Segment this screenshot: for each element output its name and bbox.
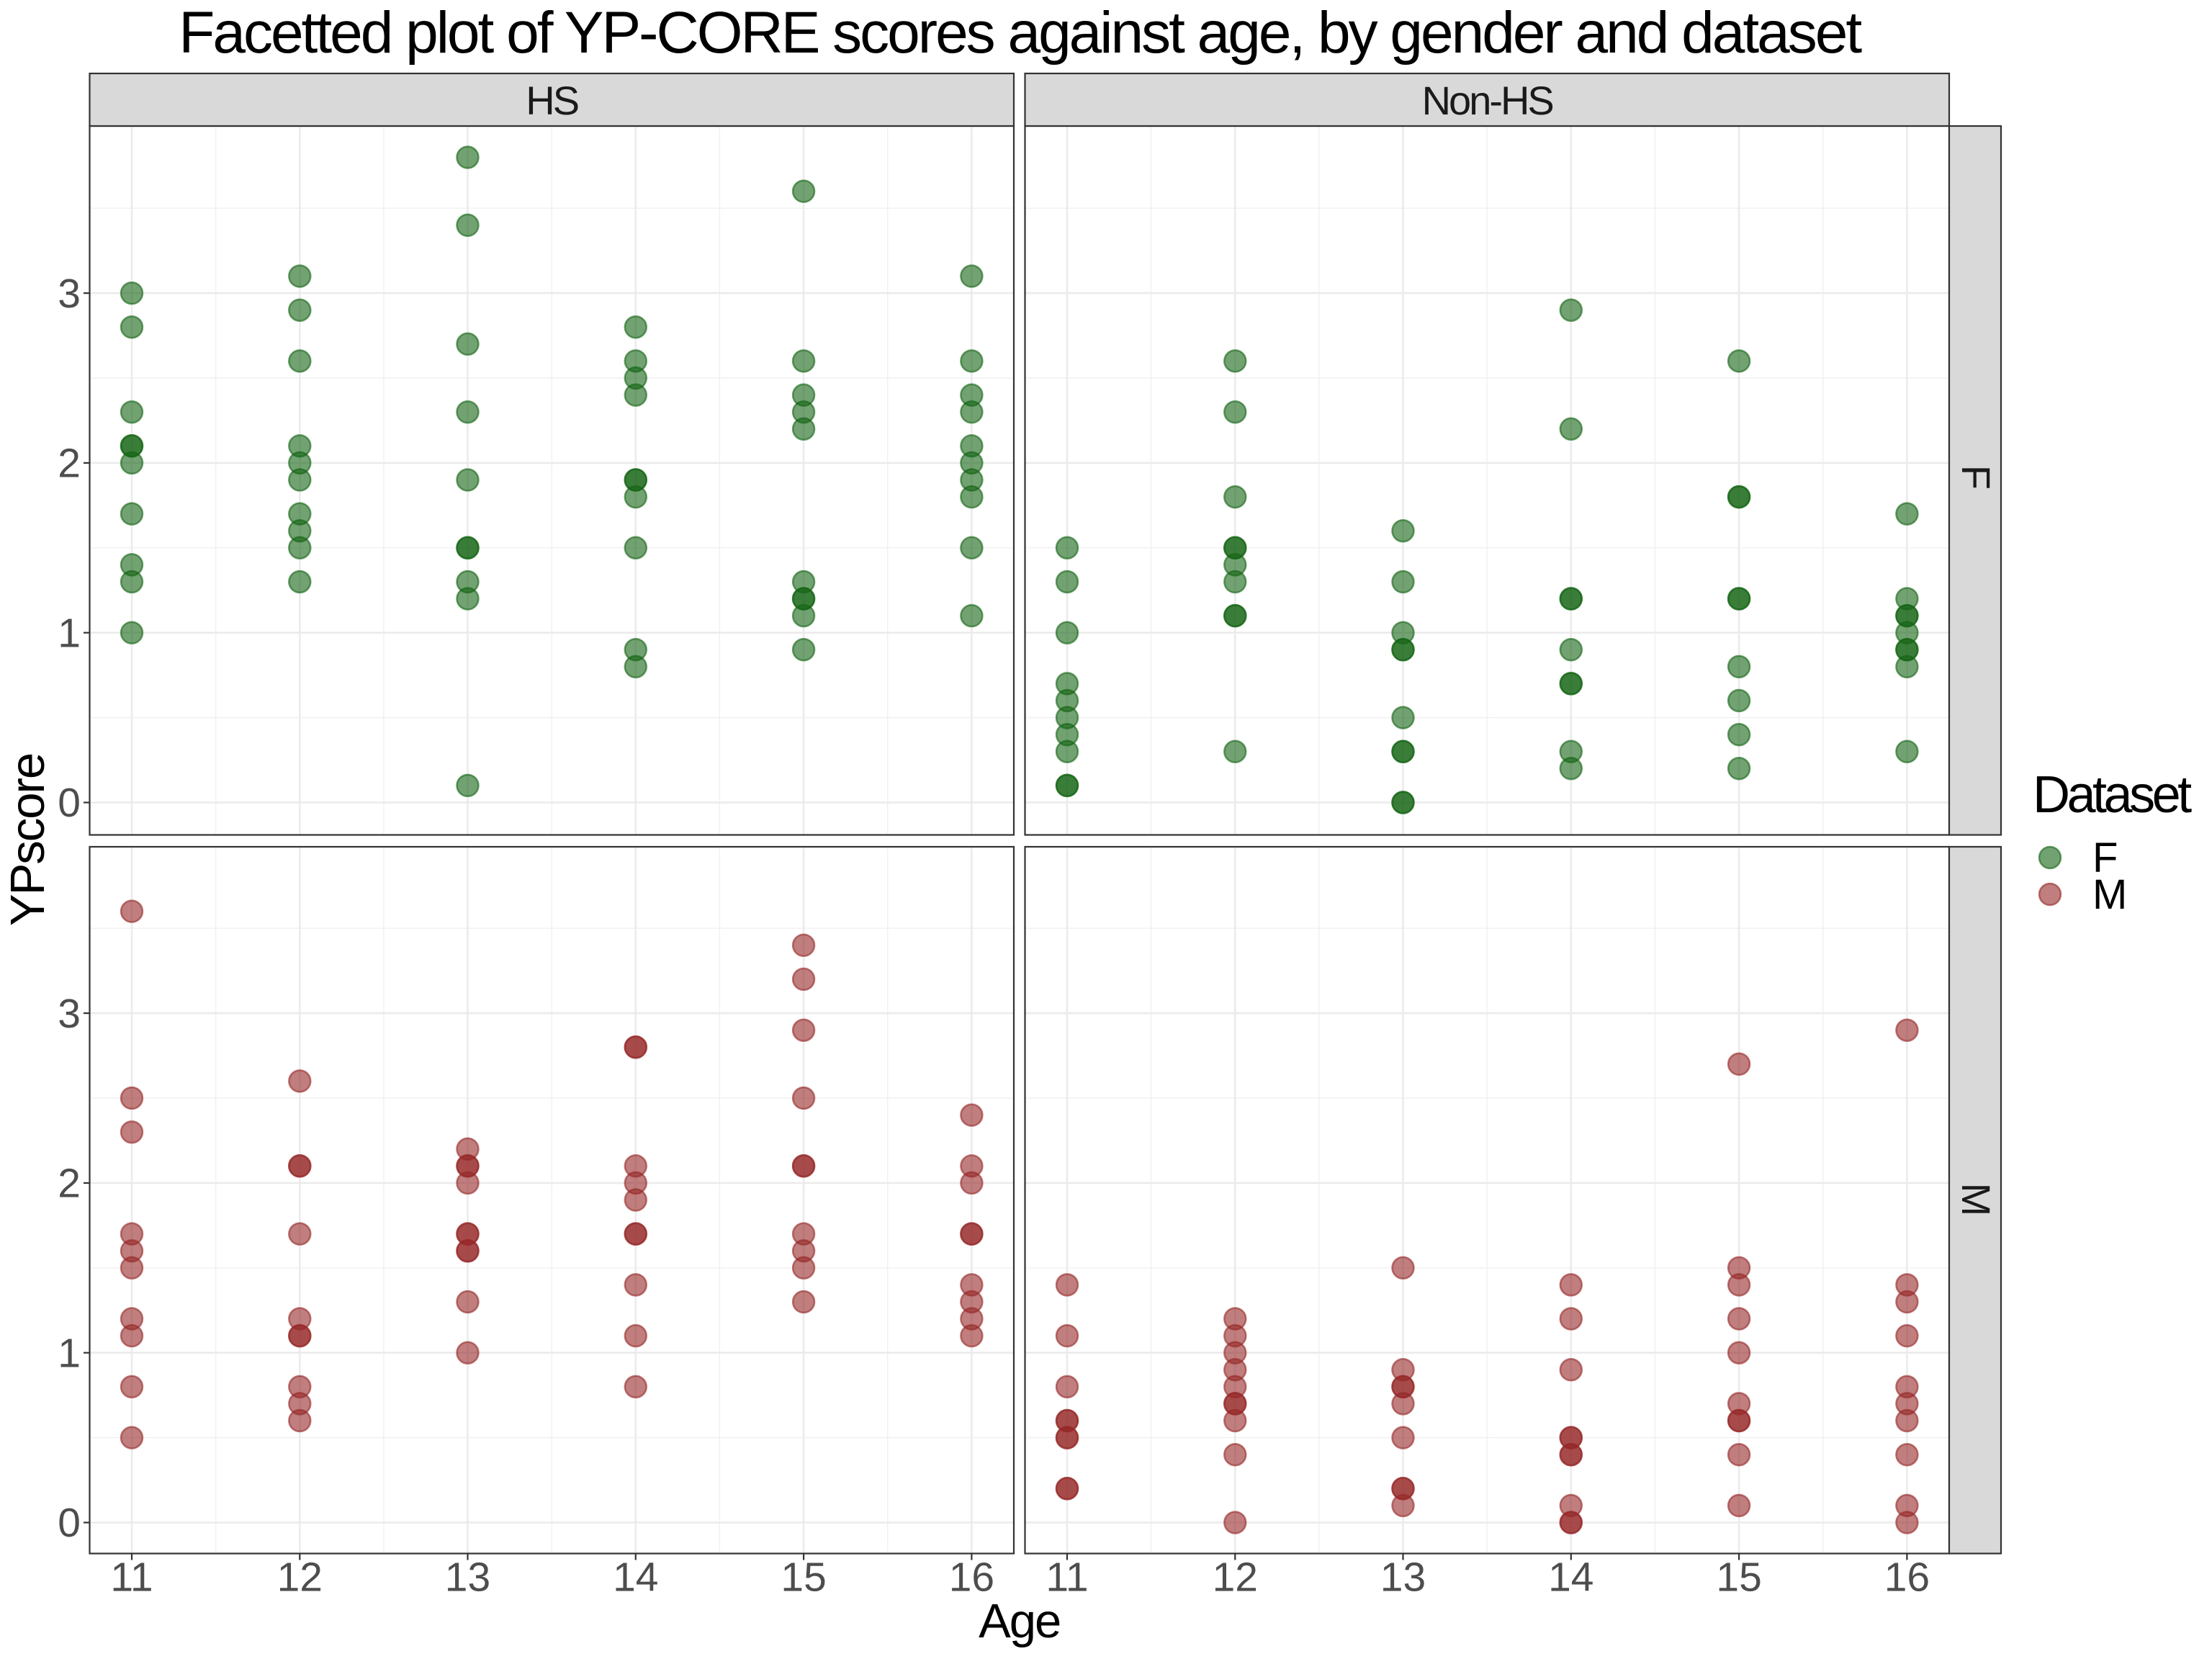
svg-text:1: 1 [58, 1330, 81, 1376]
svg-text:1: 1 [58, 610, 81, 656]
svg-text:0: 0 [58, 1500, 81, 1546]
svg-text:15: 15 [781, 1555, 826, 1601]
svg-text:15: 15 [1716, 1555, 1761, 1601]
svg-text:13: 13 [1380, 1555, 1426, 1601]
svg-text:2: 2 [58, 441, 81, 487]
svg-text:14: 14 [1548, 1555, 1593, 1601]
svg-text:14: 14 [613, 1555, 658, 1601]
svg-text:2: 2 [58, 1161, 81, 1207]
svg-text:F: F [1954, 465, 1999, 490]
svg-text:F: F [2092, 835, 2118, 881]
svg-text:HS: HS [526, 78, 577, 123]
svg-text:12: 12 [1213, 1555, 1258, 1601]
svg-text:13: 13 [445, 1555, 490, 1601]
svg-text:Dataset: Dataset [2033, 766, 2192, 824]
svg-text:16: 16 [1884, 1555, 1930, 1601]
svg-text:3: 3 [58, 271, 81, 317]
svg-text:11: 11 [1046, 1555, 1088, 1601]
svg-text:YPscore: YPscore [1, 754, 55, 926]
svg-text:M: M [2092, 871, 2127, 918]
svg-text:3: 3 [58, 991, 81, 1037]
svg-text:Non-HS: Non-HS [1422, 78, 1553, 123]
svg-text:12: 12 [277, 1555, 323, 1601]
svg-text:Facetted plot of YP-CORE score: Facetted plot of YP-CORE scores against … [179, 0, 1862, 66]
svg-text:Age: Age [979, 1594, 1060, 1648]
svg-text:16: 16 [949, 1555, 994, 1601]
svg-text:11: 11 [110, 1555, 153, 1601]
svg-text:0: 0 [58, 780, 81, 826]
svg-text:M: M [1954, 1183, 1999, 1217]
